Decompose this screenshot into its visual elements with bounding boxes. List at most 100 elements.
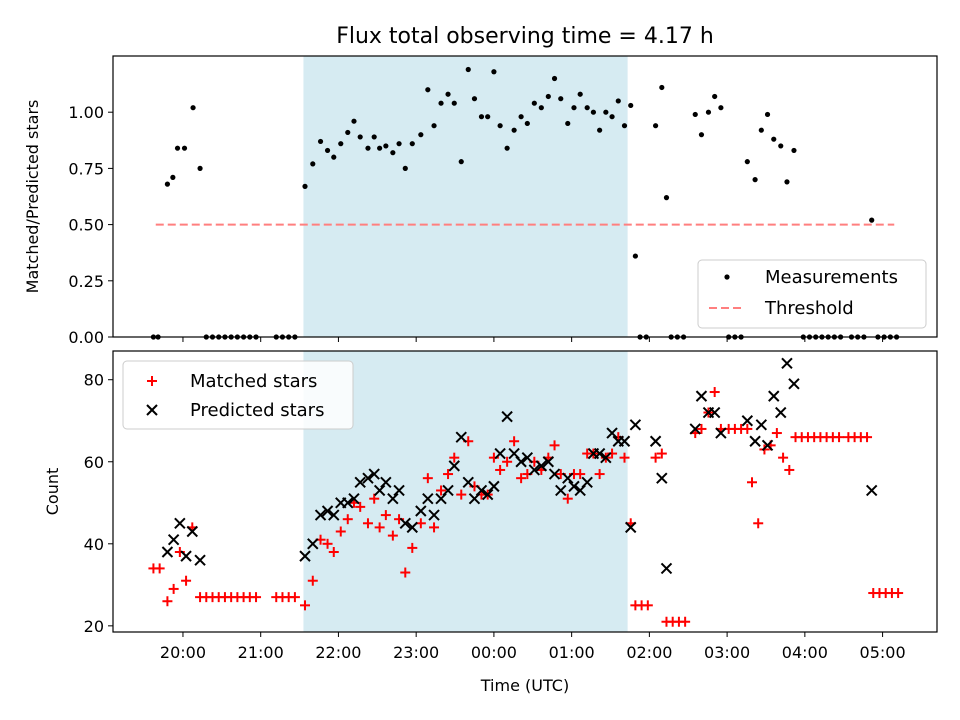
measurement-point (590, 109, 597, 115)
y-tick-label: 1.00 (68, 103, 104, 122)
matched-point (362, 518, 373, 529)
legend-measurements-marker (724, 274, 730, 280)
matched-point (742, 423, 753, 434)
measurement-point (377, 145, 383, 151)
predicted-point (555, 484, 567, 497)
count-panel: 20 40 60 80 20:00 21:00 22:00 23:00 00:00 01:00 0… (43, 350, 938, 695)
measurement-point (584, 105, 590, 111)
y-tick-label: 0.00 (68, 328, 104, 347)
predicted-point (593, 447, 606, 460)
matched-point (307, 575, 318, 586)
measurement-point (597, 127, 603, 133)
measurement-point (351, 118, 357, 124)
measurement-point (791, 147, 797, 154)
top-y-axis-label: Matched/Predicted stars (23, 100, 42, 294)
x-tick-label: 04:00 (782, 643, 828, 662)
measurement-point (396, 141, 402, 147)
predicted-point (380, 476, 392, 488)
predicted-point (314, 509, 327, 521)
measurement-point (744, 159, 750, 165)
predicted-point (649, 435, 662, 447)
matched-point (549, 440, 560, 451)
matched-point (355, 501, 366, 512)
x-tick-label: 21:00 (238, 643, 284, 662)
predicted-point (768, 390, 780, 402)
predicted-point (715, 427, 727, 439)
matched-point (562, 493, 573, 504)
predicted-point (606, 427, 618, 439)
top-legend: Measurements Threshold (697, 259, 927, 329)
measurement-point (302, 183, 308, 189)
measurement-points (150, 66, 900, 340)
measurement-point (764, 111, 771, 118)
matched-point (642, 600, 653, 611)
matched-point (443, 469, 454, 480)
predicted-point (600, 451, 612, 464)
matched-point (449, 452, 460, 463)
measurement-point (752, 177, 758, 183)
predicted-point (348, 492, 360, 505)
matched-point (181, 575, 192, 586)
predicted-point (581, 476, 593, 488)
matched-point (575, 469, 586, 480)
matched-point (650, 452, 661, 463)
bottom-legend-box (122, 360, 354, 430)
top-y-ticks: 0.00 0.25 0.50 0.75 1.00 (68, 103, 113, 347)
matched-point (594, 469, 605, 480)
predicted-point (307, 538, 319, 550)
predicted-point (562, 472, 574, 484)
matched-point (495, 464, 506, 475)
measurement-point (758, 127, 764, 133)
matched-point (746, 477, 757, 488)
predicted-point (362, 472, 374, 484)
y-tick-label: 0.50 (68, 216, 104, 235)
measurement-point (609, 114, 615, 120)
matched-point (162, 596, 173, 607)
matched-point (429, 522, 440, 533)
predicted-point (481, 488, 494, 501)
predicted-point (174, 517, 186, 529)
measurement-point (438, 100, 444, 106)
measurement-point (174, 145, 181, 151)
measurement-point (425, 87, 431, 93)
matched-point (784, 464, 795, 475)
predicted-point (475, 484, 488, 497)
measurement-point (531, 100, 537, 106)
measurement-point (197, 165, 203, 171)
measurement-point (317, 138, 324, 145)
matched-point (456, 489, 467, 500)
predicted-point (755, 419, 768, 431)
predicted-point (462, 476, 474, 488)
bottom-y-axis-label: Count (43, 468, 62, 516)
bottom-legend: Matched stars Predicted stars (122, 360, 354, 430)
measurement-point (365, 145, 371, 151)
measurement-point (615, 98, 621, 104)
predicted-point (328, 509, 340, 521)
matched-point (436, 485, 447, 496)
matched-point (834, 432, 845, 443)
measurement-point (565, 120, 571, 127)
predicted-point (406, 521, 418, 534)
matched-point (696, 423, 707, 434)
measurement-point (778, 143, 784, 149)
measurement-point (345, 129, 351, 136)
measurement-point (465, 66, 471, 73)
matched-point (328, 547, 339, 558)
x-tick-label: 23:00 (393, 643, 439, 662)
predicted-point (373, 484, 386, 497)
predicted-point (501, 410, 513, 423)
measurement-point (524, 120, 530, 127)
x-tick-label: 02:00 (626, 643, 672, 662)
predicted-point (781, 357, 793, 370)
measurement-point (310, 161, 316, 167)
x-tick-label: 05:00 (860, 643, 906, 662)
matched-point (387, 530, 398, 541)
measurement-point (478, 114, 485, 120)
matched-point (374, 522, 385, 533)
measurement-point (357, 134, 363, 140)
matched-point (778, 452, 789, 463)
measurement-point (518, 114, 524, 120)
measurement-point (497, 123, 503, 129)
measurement-point (331, 154, 337, 160)
y-tick-label: 60 (84, 453, 104, 472)
